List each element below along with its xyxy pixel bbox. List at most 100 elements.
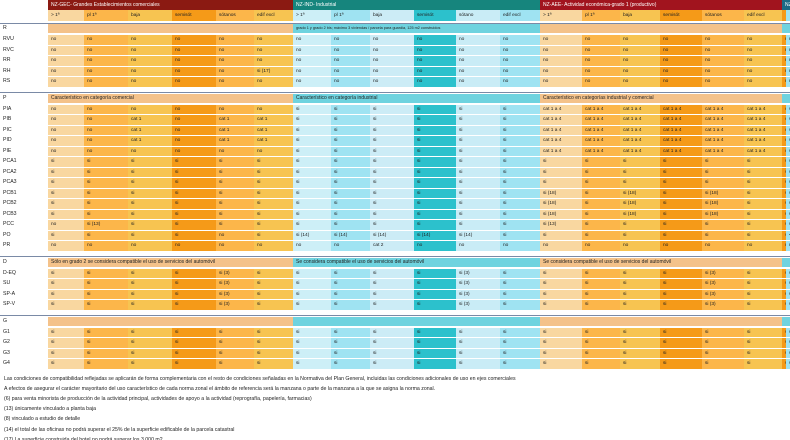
table-cell: si (414, 348, 456, 358)
table-cell: si (254, 338, 293, 348)
row-label: PCA3 (3, 179, 17, 185)
table-cell: si (540, 167, 582, 177)
section-note (540, 24, 782, 33)
table-cell: no (702, 35, 744, 45)
table-cell: si (456, 220, 500, 230)
table-cell: si (370, 167, 414, 177)
table-cell: si (8) (782, 220, 786, 230)
table-cell: no (128, 241, 172, 251)
table-cell: si (48, 157, 84, 167)
table-cell: si (3) (702, 300, 744, 310)
column-header: semisót (172, 10, 216, 21)
table-cell: si (293, 220, 331, 230)
table-cell: no (331, 66, 370, 76)
table-cell: cat 1 a 4 (702, 146, 744, 156)
table-cell: si (744, 268, 782, 278)
table-cell: si (786, 146, 790, 156)
table-cell: si (540, 289, 582, 299)
table-cell: no (414, 45, 456, 55)
table-cell: cat 1 (216, 125, 254, 135)
table-cell: si (456, 327, 500, 337)
table-cell: cat 1 a 4 (620, 104, 660, 114)
table-row: PID no no cat 1 no cat 1 cat 1 si si si si si si cat … (0, 136, 790, 146)
table-cell: no (254, 146, 293, 156)
table-cell: no (414, 66, 456, 76)
row-label: PCC (3, 221, 14, 227)
table-cell: si (331, 300, 370, 310)
column-header: edif excl (500, 10, 540, 21)
table-cell: si (582, 199, 620, 209)
footnote: Las condiciones de compatibilidad reflej… (4, 375, 516, 382)
table-cell: no (540, 66, 582, 76)
table-cell: si (660, 348, 702, 358)
section-note: Característico en categorías industrial … (540, 93, 782, 103)
column-header: > 1ª (293, 10, 331, 21)
table-cell: si (8) (782, 338, 786, 348)
table-cell: si (540, 178, 582, 188)
table-cell: no (744, 35, 782, 45)
table-cell: cat 1 a 4 (620, 146, 660, 156)
table-cell: si (128, 348, 172, 358)
table-cell: si (293, 300, 331, 310)
table-cell: cat 1 a 4 (660, 115, 702, 125)
table-cell: si (540, 268, 582, 278)
section-code: D (3, 258, 7, 265)
table-cell: si (172, 289, 216, 299)
table-cell: cat 1 a 4 (660, 136, 702, 146)
column-header: semisót (414, 10, 456, 21)
table-cell: no (456, 66, 500, 76)
table-cell: si (48, 327, 84, 337)
table-cell: si (3) (216, 268, 254, 278)
table-cell: si (18) (540, 188, 582, 198)
section-divider (0, 92, 790, 93)
row-label: PID (3, 137, 12, 143)
table-cell: si (172, 209, 216, 219)
table-cell: no (216, 77, 254, 87)
table-cell: si (500, 359, 540, 369)
table-cell: si (293, 209, 331, 219)
table-cell: si (3) (456, 279, 500, 289)
table-cell: no (216, 146, 254, 156)
table-cell: no (84, 241, 128, 251)
table-cell: si (128, 220, 172, 230)
table-cell: si (331, 188, 370, 198)
table-row: PCA3 si si si si si si si si si si si si si si si si si si… (0, 178, 790, 188)
table-cell: si (8) (782, 209, 786, 219)
table-cell: no (172, 45, 216, 55)
table-cell: si (582, 327, 620, 337)
table-cell: no (744, 241, 782, 251)
table-cell: si (331, 289, 370, 299)
table-cell: si (84, 289, 128, 299)
table-cell: cat 1 (216, 115, 254, 125)
table-cell: si (216, 157, 254, 167)
table-cell: si (3) (702, 289, 744, 299)
table-cell: no (414, 56, 456, 66)
table-cell: si (293, 359, 331, 369)
table-cell: cat 1 a 4 (702, 115, 744, 125)
table-cell: no (293, 66, 331, 76)
table-row: PCA1 si si si si si si si si si si si si si si si si si si… (0, 157, 790, 167)
table-cell: si (8) (782, 348, 786, 358)
row-label: PCB1 (3, 189, 17, 196)
row-label: RS (3, 78, 11, 84)
table-cell: no (702, 77, 744, 87)
table-cell: no (744, 56, 782, 66)
table-cell: si (172, 220, 216, 230)
table-cell: si (370, 300, 414, 310)
table-cell: no (331, 56, 370, 66)
table-cell: si (8) (782, 199, 786, 209)
table-cell: si (18) (702, 209, 744, 219)
table-cell: no (48, 146, 84, 156)
table-cell: si (216, 188, 254, 198)
table-cell: no (660, 45, 702, 55)
table-cell: si (744, 300, 782, 310)
table-cell: si (293, 188, 331, 198)
table-cell: no (48, 136, 84, 146)
table-cell: si (216, 359, 254, 369)
table-row: PCB3 si si si si si si si si si si si si si (18) si si … (0, 209, 790, 219)
table-cell: si (331, 146, 370, 156)
table-cell: si (8) (782, 327, 786, 337)
table-cell: si (414, 178, 456, 188)
section-note (782, 24, 790, 33)
table-cell: cat 1 a 4 (660, 104, 702, 114)
